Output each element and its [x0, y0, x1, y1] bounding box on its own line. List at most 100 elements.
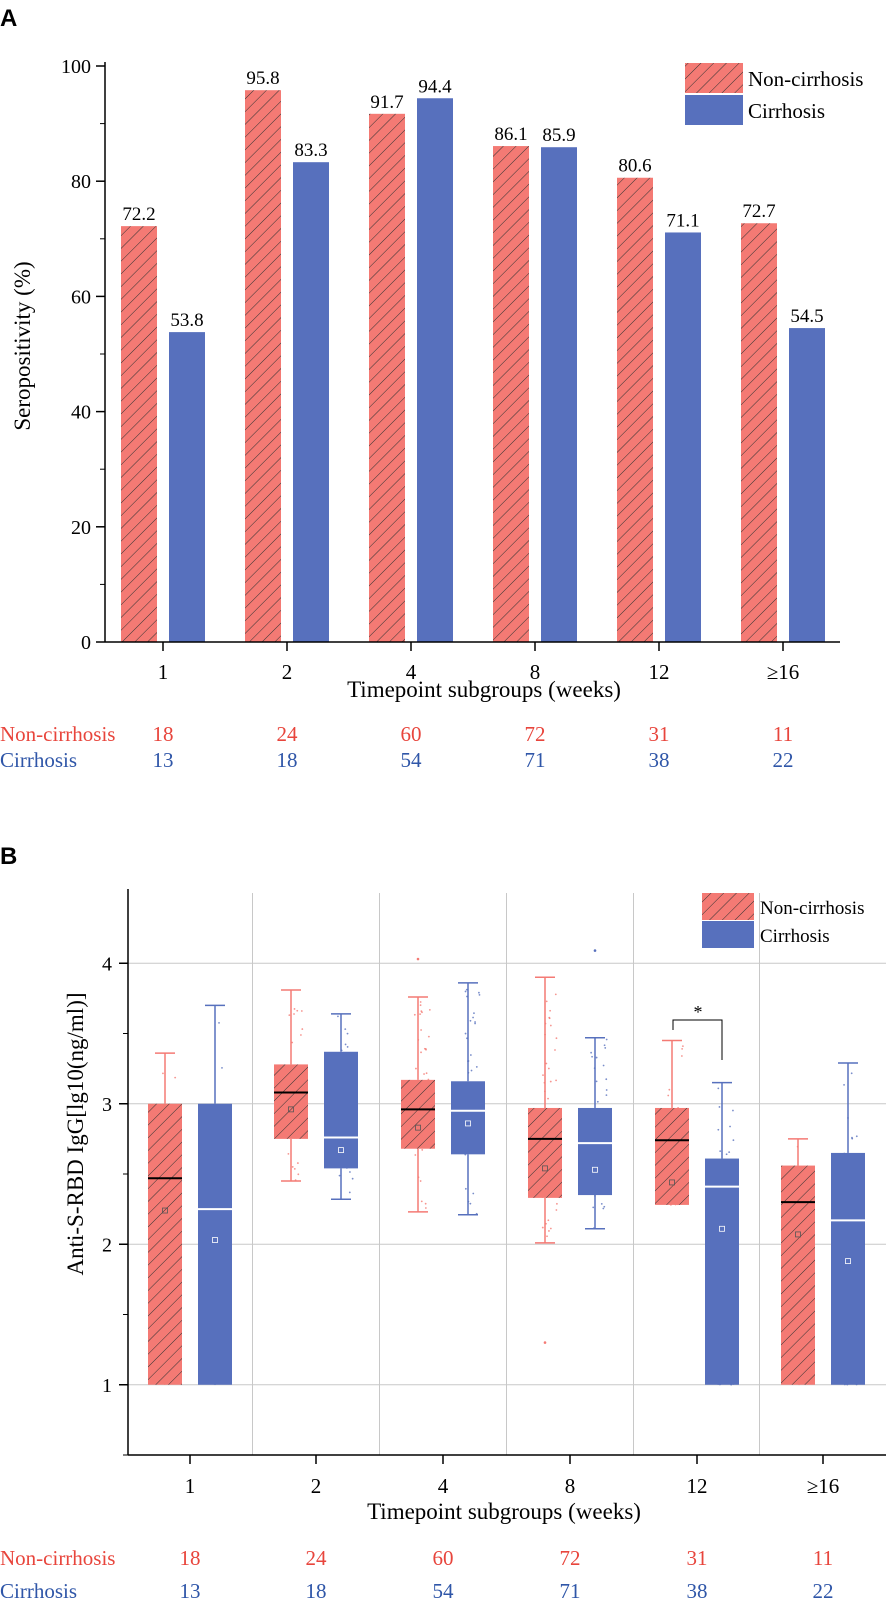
count-value: 18	[277, 748, 298, 772]
bar-cirrhosis	[417, 98, 453, 643]
data-point	[717, 1087, 720, 1090]
count-value: 54	[401, 748, 423, 772]
x-tick-label: 2	[311, 1474, 322, 1498]
count-value: 13	[180, 1579, 201, 1603]
data-point	[423, 1073, 425, 1075]
data-point	[850, 1072, 853, 1075]
data-point	[595, 1056, 598, 1059]
x-tick-label: 12	[649, 660, 670, 684]
bar-non-cirrhosis	[741, 223, 777, 643]
count-value: 38	[649, 748, 670, 772]
data-point	[851, 1136, 853, 1139]
count-value: 31	[649, 722, 670, 746]
data-point	[300, 1034, 302, 1036]
bar-value-label: 53.8	[170, 310, 203, 331]
data-point	[855, 1135, 858, 1138]
bar-value-label: 80.6	[618, 156, 651, 177]
panel-a-legend: Non-cirrhosis Cirrhosis	[685, 63, 863, 125]
box-non-cirrhosis	[274, 1064, 308, 1139]
data-point	[541, 1226, 544, 1229]
y-tick-label: 4	[102, 953, 112, 975]
data-point	[425, 1072, 428, 1075]
x-tick-label: 1	[185, 1474, 196, 1498]
data-point	[419, 1004, 422, 1007]
data-point	[162, 1072, 164, 1075]
data-point	[549, 1227, 552, 1230]
data-point	[218, 1021, 220, 1024]
data-point	[293, 1008, 296, 1010]
bar-value-label: 94.4	[418, 76, 452, 97]
data-point	[719, 1150, 722, 1153]
x-tick-label: 1	[158, 660, 169, 684]
data-point	[555, 1209, 558, 1211]
data-point	[605, 1089, 608, 1091]
data-point	[337, 1015, 339, 1018]
data-point	[419, 1013, 422, 1016]
data-point	[681, 1047, 684, 1050]
data-point	[419, 1001, 422, 1003]
x-tick-label: 4	[438, 1474, 449, 1498]
data-point	[605, 1038, 608, 1041]
box-cirrhosis	[705, 1158, 739, 1385]
box-cirrhosis	[451, 1081, 485, 1155]
mean-marker-non-cirrhosis	[288, 1106, 294, 1113]
data-point	[348, 1191, 351, 1194]
mean-marker-cirrhosis	[592, 1166, 598, 1173]
box-non-cirrhosis	[401, 1079, 435, 1149]
data-point	[681, 1045, 684, 1048]
data-point	[472, 1016, 474, 1019]
panel-b-counts: Non-cirrhosis Cirrhosis 18 24 60 72 31 11 13 18…	[0, 1546, 834, 1603]
data-point	[547, 1067, 550, 1070]
data-point	[600, 1202, 603, 1205]
count-value: 24	[277, 722, 299, 746]
data-point	[424, 1202, 427, 1205]
y-tick-label: 20	[71, 517, 91, 539]
x-tick-label: 12	[687, 1474, 708, 1498]
data-point	[301, 1028, 304, 1030]
data-point	[549, 1024, 552, 1027]
data-point	[291, 1166, 294, 1168]
data-point	[548, 1016, 551, 1019]
count-value: 72	[560, 1546, 581, 1570]
count-value: 72	[525, 722, 546, 746]
count-value: 71	[560, 1579, 581, 1603]
data-point	[415, 1067, 417, 1070]
data-point	[545, 1062, 548, 1065]
data-point	[556, 1202, 558, 1205]
y-tick-label: 1	[102, 1375, 112, 1397]
outlier-point	[593, 949, 597, 952]
bar-cirrhosis	[169, 332, 205, 642]
x-tick-label: 8	[565, 1474, 576, 1498]
y-tick-label: 60	[71, 286, 91, 308]
bar-non-cirrhosis	[493, 146, 529, 642]
bar-value-label: 54.5	[790, 306, 823, 327]
y-tick-label: 100	[61, 56, 91, 78]
data-point	[424, 1048, 427, 1050]
data-point	[351, 1177, 354, 1180]
count-value: 54	[433, 1579, 455, 1603]
significance-marker: *	[694, 1002, 703, 1022]
data-point	[349, 1171, 351, 1173]
outlier-point	[416, 957, 420, 961]
data-point	[470, 1069, 473, 1072]
bar-non-cirrhosis	[369, 113, 405, 643]
y-tick-label: 80	[71, 171, 91, 193]
bar-value-label: 85.9	[542, 125, 575, 146]
data-point	[478, 993, 481, 996]
bar-value-label: 86.1	[494, 124, 527, 145]
data-point	[546, 1235, 548, 1238]
data-point	[602, 1064, 605, 1067]
bar-non-cirrhosis	[121, 226, 157, 643]
data-point	[344, 1043, 347, 1046]
data-point	[300, 1010, 303, 1012]
data-point	[602, 1207, 605, 1210]
count-value: 11	[813, 1546, 833, 1570]
outlier-point	[543, 1341, 547, 1344]
data-point	[469, 1202, 472, 1205]
mean-marker-non-cirrhosis	[795, 1231, 801, 1238]
panel-a-y-axis-title: Seropositivity (%)	[10, 261, 35, 430]
bar-value-label: 72.2	[122, 204, 155, 225]
data-point	[717, 1128, 720, 1131]
